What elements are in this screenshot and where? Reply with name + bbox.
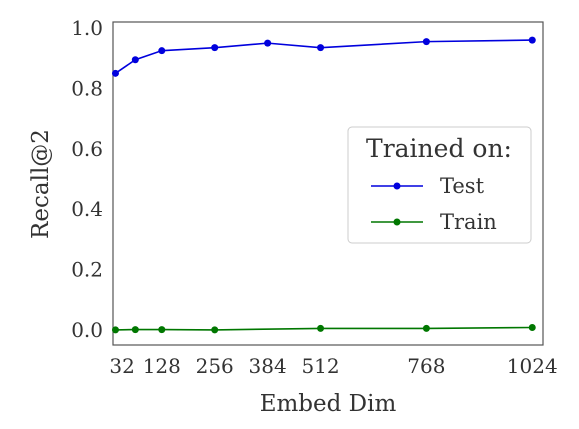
x-tick-label: 128 <box>143 354 181 378</box>
legend-box <box>347 126 532 244</box>
data-point-test <box>422 38 430 46</box>
x-tick-label: 32 <box>109 354 134 378</box>
series-train <box>111 323 536 334</box>
data-point-train <box>158 326 166 334</box>
data-point-test <box>158 47 166 55</box>
x-tick-label: 512 <box>301 354 339 378</box>
legend-title: Trained on: <box>366 134 512 163</box>
x-tick-label: 1024 <box>507 354 558 378</box>
data-point-test <box>317 44 325 52</box>
data-point-train <box>317 324 325 332</box>
x-tick-label: 384 <box>249 354 287 378</box>
series-line-test <box>115 39 533 74</box>
series-layer <box>111 36 536 334</box>
data-point-train <box>131 326 139 334</box>
data-point-test <box>528 36 536 44</box>
y-tick-label: 0.6 <box>71 137 103 161</box>
data-point-test <box>111 69 119 77</box>
legend: Trained on: Test Train <box>347 126 532 244</box>
x-tick-labels: 32 128 256 384 512 768 1024 <box>109 354 557 378</box>
y-tick-labels: 0.0 0.2 0.4 0.6 0.8 1.0 <box>71 16 103 342</box>
legend-label-train: Train <box>440 210 497 234</box>
data-point-test <box>211 44 219 52</box>
series-test <box>111 36 536 77</box>
x-tick-label: 768 <box>407 354 445 378</box>
y-tick-label: 0.0 <box>71 318 103 342</box>
y-tick-label: 0.2 <box>71 258 103 282</box>
y-tick-label: 0.4 <box>71 197 103 221</box>
y-axis-label: Recall@2 <box>28 129 54 239</box>
data-point-train <box>528 323 536 331</box>
legend-label-test: Test <box>440 174 485 198</box>
legend-marker-train <box>393 218 401 226</box>
x-tick-label: 256 <box>196 354 234 378</box>
legend-marker-test <box>393 182 401 190</box>
data-point-train <box>211 326 219 334</box>
data-point-test <box>264 39 272 47</box>
data-point-train <box>111 326 119 334</box>
x-axis-label: Embed Dim <box>260 391 397 417</box>
data-point-train <box>422 324 430 332</box>
data-point-test <box>131 56 139 64</box>
y-tick-label: 0.8 <box>71 76 103 100</box>
y-tick-label: 1.0 <box>71 16 103 40</box>
